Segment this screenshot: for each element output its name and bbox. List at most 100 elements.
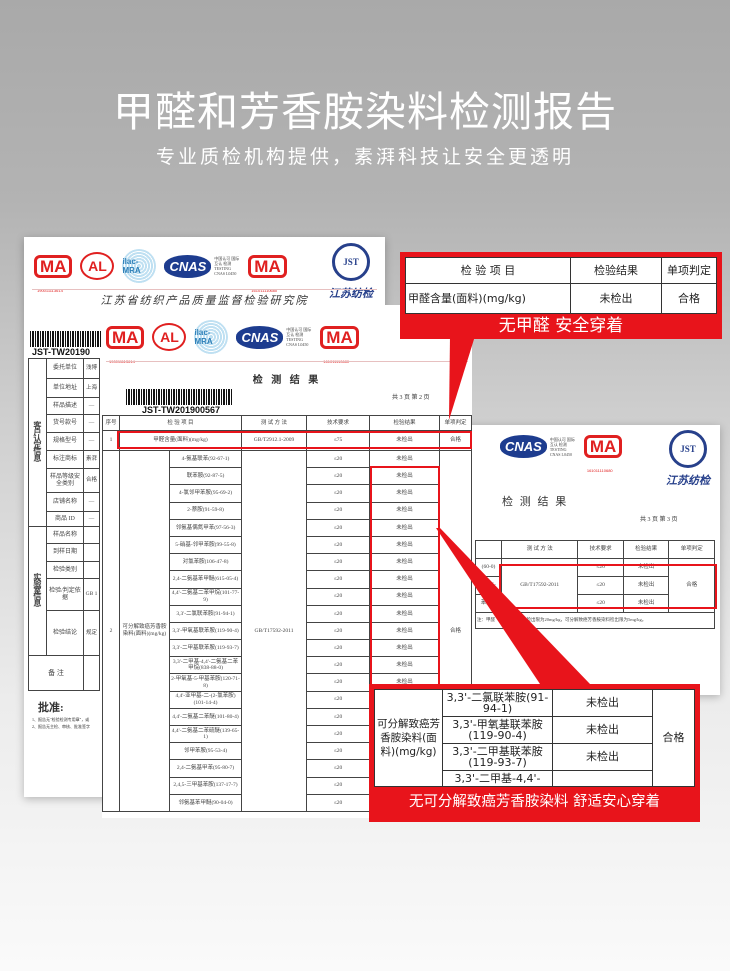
table-cell: GB/T17592-2011 bbox=[500, 558, 579, 613]
amine-item: 4,4'-亚甲基-二-(2-氯苯胺)(101-14-4) bbox=[169, 690, 242, 709]
table-cell: 单位地址 bbox=[45, 378, 85, 398]
table-cell: 未检出 bbox=[552, 689, 653, 717]
amine-item: 4,4'-二氨基二苯醚(101-80-4) bbox=[169, 707, 242, 727]
report-title: 检 测 结 果 bbox=[252, 375, 322, 386]
info-row: 实验室信息 样品名称 bbox=[28, 526, 100, 656]
jst-logo: JST 江苏纺检 bbox=[666, 430, 710, 488]
table-cell: 检验类别 bbox=[45, 561, 85, 579]
info-row: 检验类别 bbox=[29, 561, 100, 579]
formaldehyde-callout: 检 验 项 目检验结果 单项判定 甲醛含量(面料)(mg/kg) 未检出 合格 无甲醛… bbox=[400, 252, 722, 339]
table-row: 邻氨基偶氮甲苯(97-56-3) ≤20 未检出 bbox=[103, 518, 472, 537]
table-cell: 3,3'-二氯联苯胺(91-94-1) bbox=[442, 689, 553, 717]
amine-item: 邻氨基苯甲醚(90-04-0) bbox=[169, 793, 242, 812]
table-cell: 3,3'-甲氧基联苯胺(119-90-4) bbox=[442, 716, 553, 744]
ilac-logo: ilac-MRA bbox=[194, 320, 229, 354]
cma-logo: MA 161011110680 bbox=[583, 435, 623, 473]
org-name: 江苏省纺织产品质量监督检验研究院 bbox=[100, 295, 309, 307]
amine-item: 2,4,5-三甲基苯胺(137-17-7) bbox=[169, 776, 242, 795]
amine-item: 对氯苯胺(106-47-8) bbox=[169, 553, 242, 572]
table-cell: 单项判定 bbox=[668, 540, 715, 559]
amine-item: 2-萘胺(91-59-8) bbox=[169, 501, 242, 520]
table-cell: 可分解致癌芳香胺染料(面料)(mg/kg) bbox=[374, 689, 443, 787]
report-page-2: MA 190011113614 AL ilac-MRA CNAS 中国认可 国际互认… bbox=[102, 305, 472, 818]
amine-item: 邻氨基偶氮甲苯(97-56-3) bbox=[169, 518, 242, 537]
table-row: 4-氯邻甲苯胺(95-69-2) ≤20 未检出 bbox=[103, 484, 472, 503]
info-row: 单位地址 上海 bbox=[29, 378, 100, 398]
table-cell: ≤20 bbox=[306, 742, 370, 761]
amine-item: 3,3'-二氯联苯胺(91-94-1) bbox=[169, 604, 242, 623]
barcode bbox=[30, 331, 102, 347]
table-row: 3,3'-二氯联苯胺(91-94-1) ≤20 未检出 bbox=[103, 604, 472, 623]
cert-logos: MA 190011113614 AL ilac-MRA CNAS 中国认可 国际互认… bbox=[106, 320, 359, 364]
page-title: 甲醛和芳香胺染料检测报告 bbox=[113, 88, 617, 136]
table-row: 2 可分解致癌芳香胺染料(面料)(mg/kg) 4-氨基联苯(92-67-1) GB/… bbox=[102, 449, 472, 812]
table-cell: 未检出 bbox=[570, 283, 662, 314]
cnas-logo: CNAS 中国认可 国际互认 检测 TESTING CNAS L0450 bbox=[164, 254, 240, 278]
barcode bbox=[126, 389, 233, 405]
info-row: 到样日期 bbox=[29, 543, 100, 562]
table-cell: 检 验 项 目 bbox=[405, 257, 571, 284]
cma-logo: MA 190011113614 bbox=[34, 254, 73, 293]
table-cell: 3,3'-二甲基联苯胺(119-93-7) bbox=[442, 743, 553, 771]
table-row: 联苯胺(92-87-5) ≤20 未检出 bbox=[103, 467, 472, 486]
cma-logo: MA 161011110680 bbox=[248, 254, 287, 293]
amine-item: 2,4-二氨基苯甲醚(615-05-4) bbox=[169, 570, 242, 589]
table-cell: 甲醛含量(面料)(mg/kg) bbox=[405, 283, 571, 314]
table-cell: 合格 bbox=[652, 689, 695, 787]
table-cell: 可分解致癌芳香胺染料(面料)(mg/kg) bbox=[119, 450, 170, 812]
info-row: 样品等级安全类别 合格 bbox=[29, 468, 100, 493]
table-cell: 样品等级安全类别 bbox=[45, 468, 85, 493]
table-cell: 未检出 bbox=[552, 716, 653, 744]
table-cell: 备 注 bbox=[27, 655, 85, 691]
table-cell: 3,3'-二甲基-4,4'- bbox=[442, 770, 553, 787]
table-cell: ≤20 bbox=[306, 621, 370, 641]
table-row: 3,3'-二甲基联苯胺(119-93-7) ≤20 未检出 bbox=[103, 639, 472, 658]
amine-callout: 可分解致癌芳香胺染料(面料)(mg/kg) 3,3'-二氯联苯胺(91-94-1)… bbox=[369, 684, 700, 822]
cal-logo: AL bbox=[152, 323, 187, 351]
report-page-3: CNAS 中国认可 国际互认 检测 TESTING CNAS L0450 MA 16… bbox=[462, 425, 720, 695]
table-cell: 单项判定 bbox=[661, 257, 717, 284]
table-row: 2-萘胺(91-59-8) ≤20 未检出 bbox=[103, 501, 472, 520]
info-row: 货号款号 — bbox=[29, 414, 100, 433]
page-number: 共 3 页 第 2 页 bbox=[392, 395, 430, 401]
amine-item: 4,4'-二氨基二苯硫醚(139-65-1) bbox=[169, 724, 242, 744]
table-cell: 检验结果 bbox=[570, 257, 662, 284]
table-cell bbox=[552, 770, 653, 787]
amine-item: 2-甲氧基-5-甲基苯胺(120-71-8) bbox=[169, 673, 242, 692]
table-cell: 注：甲醛（分光光度法）检出限为20mg/kg，可分解致癌芳香胺染料检出限为5mg… bbox=[475, 612, 715, 629]
page-subtitle: 专业质检机构提供，素湃科技让安全更透明 bbox=[155, 146, 574, 168]
info-row: 店铺名称 — bbox=[29, 492, 100, 512]
results-table: 序号检 验 项 目测 试 方 法技术要求 检验结果 单项判定 1 甲醛含量(面料)(mg… bbox=[102, 415, 472, 812]
table-cell: ≤20 bbox=[306, 570, 370, 589]
approve-label: 批准: bbox=[38, 702, 64, 714]
page-number: 共 3 页 第 3 页 bbox=[640, 517, 678, 523]
table-cell: — bbox=[83, 414, 100, 433]
amine-item: 3,3'-二甲基-4,4'-二氨基二苯甲烷(838-88-0) bbox=[169, 656, 242, 675]
amine-item: 4,4'-二氨基二苯甲烷(101-77-9) bbox=[169, 587, 242, 606]
report-code: JST-TW20190 bbox=[32, 347, 91, 357]
table-row: 对氯苯胺(106-47-8) ≤20 未检出 bbox=[103, 553, 472, 572]
scales-icon: JST bbox=[332, 243, 370, 281]
table-cell: 未检出 bbox=[552, 743, 653, 771]
callout-banner: 无甲醛 安全穿着 bbox=[498, 316, 624, 336]
amine-item: 3,3'-甲氧基联苯胺(119-90-4) bbox=[169, 621, 242, 641]
table-row: 3,3'-二甲基-4,4'-二氨基二苯甲烷(838-88-0) ≤20 未检出 bbox=[103, 656, 472, 675]
table-cell: 合格 bbox=[661, 283, 717, 314]
footnote: 1、报告无"检验检测专用章"，或 bbox=[32, 717, 90, 722]
table-cell: 上海 bbox=[83, 378, 100, 398]
connector-1 bbox=[449, 336, 475, 420]
table-cell: 合格 bbox=[668, 558, 715, 613]
amine-item: 2,4-二氨基甲苯(95-80-7) bbox=[169, 759, 242, 778]
table-header: 序号检 验 项 目测 试 方 法技术要求 检验结果 单项判定 bbox=[102, 415, 472, 431]
ilac-logo: ilac-MRA bbox=[122, 249, 157, 283]
cal-logo: AL bbox=[80, 252, 115, 280]
table-cell: 店铺名称 bbox=[45, 492, 85, 512]
table-cell: ≤20 bbox=[306, 793, 370, 812]
table-cell: 检验/判定依据 bbox=[45, 578, 85, 611]
table-row: 4,4'-二氨基二苯甲烷(101-77-9) ≤20 未检出 bbox=[103, 587, 472, 606]
table-cell: ≤20 bbox=[306, 673, 370, 692]
table-cell: — bbox=[83, 511, 100, 527]
amine-item: 邻甲苯胺(95-53-4) bbox=[169, 742, 242, 761]
callout-banner: 无可分解致癌芳香胺染料 舒适安心穿着 bbox=[408, 794, 661, 810]
